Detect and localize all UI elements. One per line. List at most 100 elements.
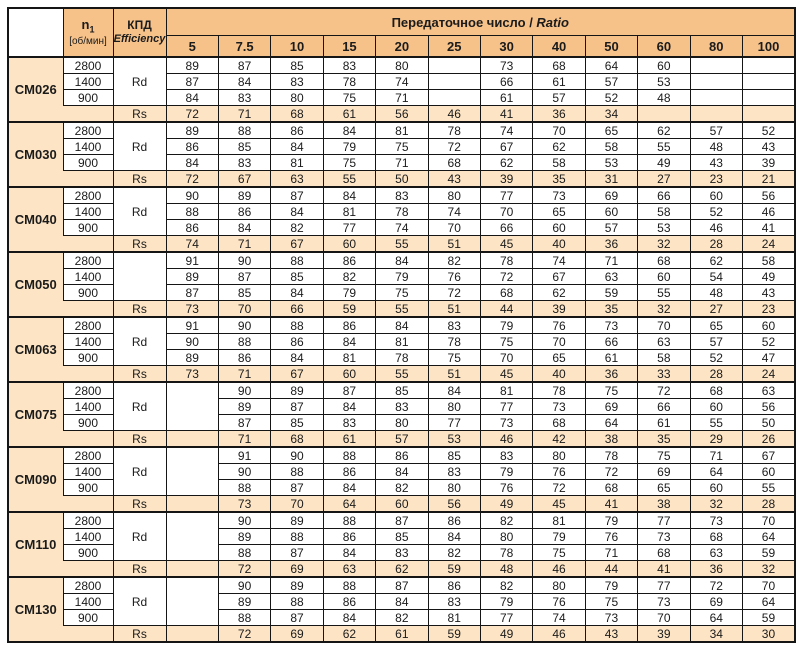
efficiency-value-cell: 56 [741, 186, 796, 204]
efficiency-value-cell: 86 [322, 251, 377, 269]
efficiency-value-cell: 89 [217, 593, 272, 610]
ratio-column-header: 30 [479, 35, 534, 58]
efficiency-value-cell: 74 [375, 73, 429, 90]
rs-value-cell: 53 [427, 430, 481, 448]
rpm-cell: 900 [62, 219, 114, 236]
rpm-cell: 2800 [62, 186, 114, 204]
ratio-column-header: 100 [741, 35, 796, 58]
efficiency-value-cell: 86 [322, 463, 377, 480]
efficiency-value-cell: 76 [532, 463, 586, 480]
efficiency-value-cell: 58 [741, 251, 796, 269]
efficiency-value-cell: 83 [322, 414, 377, 431]
efficiency-value-cell: 48 [689, 284, 743, 301]
efficiency-value-cell: 85 [270, 56, 324, 74]
efficiency-type-cell: Rd [112, 121, 167, 171]
efficiency-value-cell: 39 [741, 154, 796, 171]
efficiency-value-cell: 80 [427, 398, 481, 415]
efficiency-value-cell: 82 [322, 268, 377, 285]
rs-value-cell: 46 [427, 105, 481, 123]
data-row: 900 89 86 84 81 78 75 70 65 61 58 52 47 [8, 349, 796, 366]
efficiency-value-cell: 75 [375, 284, 429, 301]
efficiency-label-en: Efficiency [113, 33, 166, 46]
rs-value-cell: 72 [217, 625, 272, 643]
efficiency-value-cell: 83 [270, 73, 324, 90]
efficiency-value-cell: 78 [479, 251, 534, 269]
rs-value-cell: 27 [689, 300, 743, 318]
ratio-column-header: 80 [689, 35, 743, 58]
efficiency-value-cell: 78 [375, 203, 429, 220]
rs-value-cell: 70 [217, 300, 272, 318]
efficiency-value-cell: 71 [375, 89, 429, 106]
efficiency-value-cell: 89 [270, 381, 324, 399]
efficiency-value-cell: 89 [165, 121, 219, 139]
data-row: CM130 2800 Rd 90 89 88 87 86 82 80 79 77 72 70 [7, 576, 796, 643]
speed-column-header: n1 [об/мин] [62, 7, 114, 58]
efficiency-value-cell: 89 [165, 56, 219, 74]
efficiency-value-cell: 74 [479, 121, 534, 139]
efficiency-value-cell: 80 [270, 89, 324, 106]
model-name-cell: CM063 [7, 316, 63, 383]
efficiency-value-cell: 83 [375, 544, 429, 561]
efficiency-value-cell: 57 [584, 219, 639, 236]
rs-spacer-cell [63, 365, 114, 383]
efficiency-table: n1 [об/мин] КПД Efficiency Передаточное … [7, 7, 796, 643]
rs-value-cell: 55 [375, 300, 429, 318]
efficiency-value-cell: 87 [270, 544, 324, 561]
efficiency-value-cell: 88 [322, 446, 377, 464]
data-row: 900 87 85 84 79 75 72 68 62 59 55 48 43 [8, 284, 796, 301]
data-row: 1400 90 88 86 84 81 78 75 70 66 63 57 52 [8, 333, 796, 350]
efficiency-value-cell: 72 [427, 284, 481, 301]
rs-value-cell: 36 [689, 560, 743, 578]
data-row: 900 86 84 82 77 74 70 66 60 57 53 46 41 [8, 219, 796, 236]
rs-value-cell: 24 [741, 235, 796, 253]
efficiency-value-cell: 60 [689, 186, 743, 204]
efficiency-value-cell: 81 [375, 121, 429, 139]
efficiency-value-cell: 84 [217, 219, 272, 236]
rs-value-cell: 43 [427, 170, 481, 188]
n1-subscript: 1 [89, 24, 95, 35]
efficiency-value-cell: 49 [637, 154, 691, 171]
rpm-cell: 2800 [62, 446, 114, 464]
efficiency-value-cell: 88 [217, 479, 272, 496]
efficiency-value-cell: 71 [375, 154, 429, 171]
rs-spacer-cell [63, 625, 114, 643]
model-name-cell: CM030 [7, 121, 63, 188]
rs-value-cell: 63 [270, 170, 324, 188]
rs-value-cell: 32 [741, 560, 796, 578]
ratio-column-header: 10 [270, 35, 324, 58]
efficiency-value-cell: 84 [270, 203, 324, 220]
efficiency-value-cell: 49 [741, 268, 796, 285]
data-row: 900 88 87 84 82 80 76 72 68 65 60 55 [8, 479, 796, 496]
rs-value-cell: 32 [689, 495, 743, 513]
rs-value-cell: 41 [584, 495, 639, 513]
efficiency-value-cell: 53 [637, 219, 691, 236]
rs-value-cell: 36 [584, 365, 639, 383]
efficiency-value-cell: 88 [270, 593, 324, 610]
efficiency-value-cell: 86 [427, 576, 481, 594]
rs-spacer-cell [63, 170, 114, 188]
efficiency-value-cell: 74 [375, 219, 429, 236]
efficiency-value-cell: 84 [427, 381, 481, 399]
efficiency-value-cell: 43 [689, 154, 743, 171]
efficiency-value-cell: 59 [741, 609, 796, 626]
data-row: CM090 2800 Rd 91 90 88 86 85 83 80 78 75 71 67 [7, 446, 796, 513]
efficiency-value-cell: 52 [741, 121, 796, 139]
efficiency-value-cell: 62 [532, 284, 586, 301]
efficiency-value-cell: 72 [584, 463, 639, 480]
efficiency-value-cell: 52 [741, 333, 796, 350]
efficiency-value-cell: 63 [637, 333, 691, 350]
efficiency-value-cell: 66 [637, 186, 691, 204]
rs-value-cell: 51 [427, 365, 481, 383]
model-name-cell: CM090 [7, 446, 63, 513]
efficiency-value-cell: 89 [270, 576, 324, 594]
efficiency-value-cell: 88 [322, 576, 377, 594]
rs-value-cell: 38 [584, 430, 639, 448]
efficiency-value-cell: 70 [741, 511, 796, 529]
rs-value-cell: 59 [427, 560, 481, 578]
efficiency-type-cell: Rd [112, 186, 167, 236]
efficiency-value-cell: 60 [584, 203, 639, 220]
rs-value-cell: 45 [532, 495, 586, 513]
efficiency-value-cell: 69 [584, 398, 639, 415]
rpm-cell: 1400 [62, 138, 114, 155]
efficiency-value-cell: 90 [217, 511, 272, 529]
